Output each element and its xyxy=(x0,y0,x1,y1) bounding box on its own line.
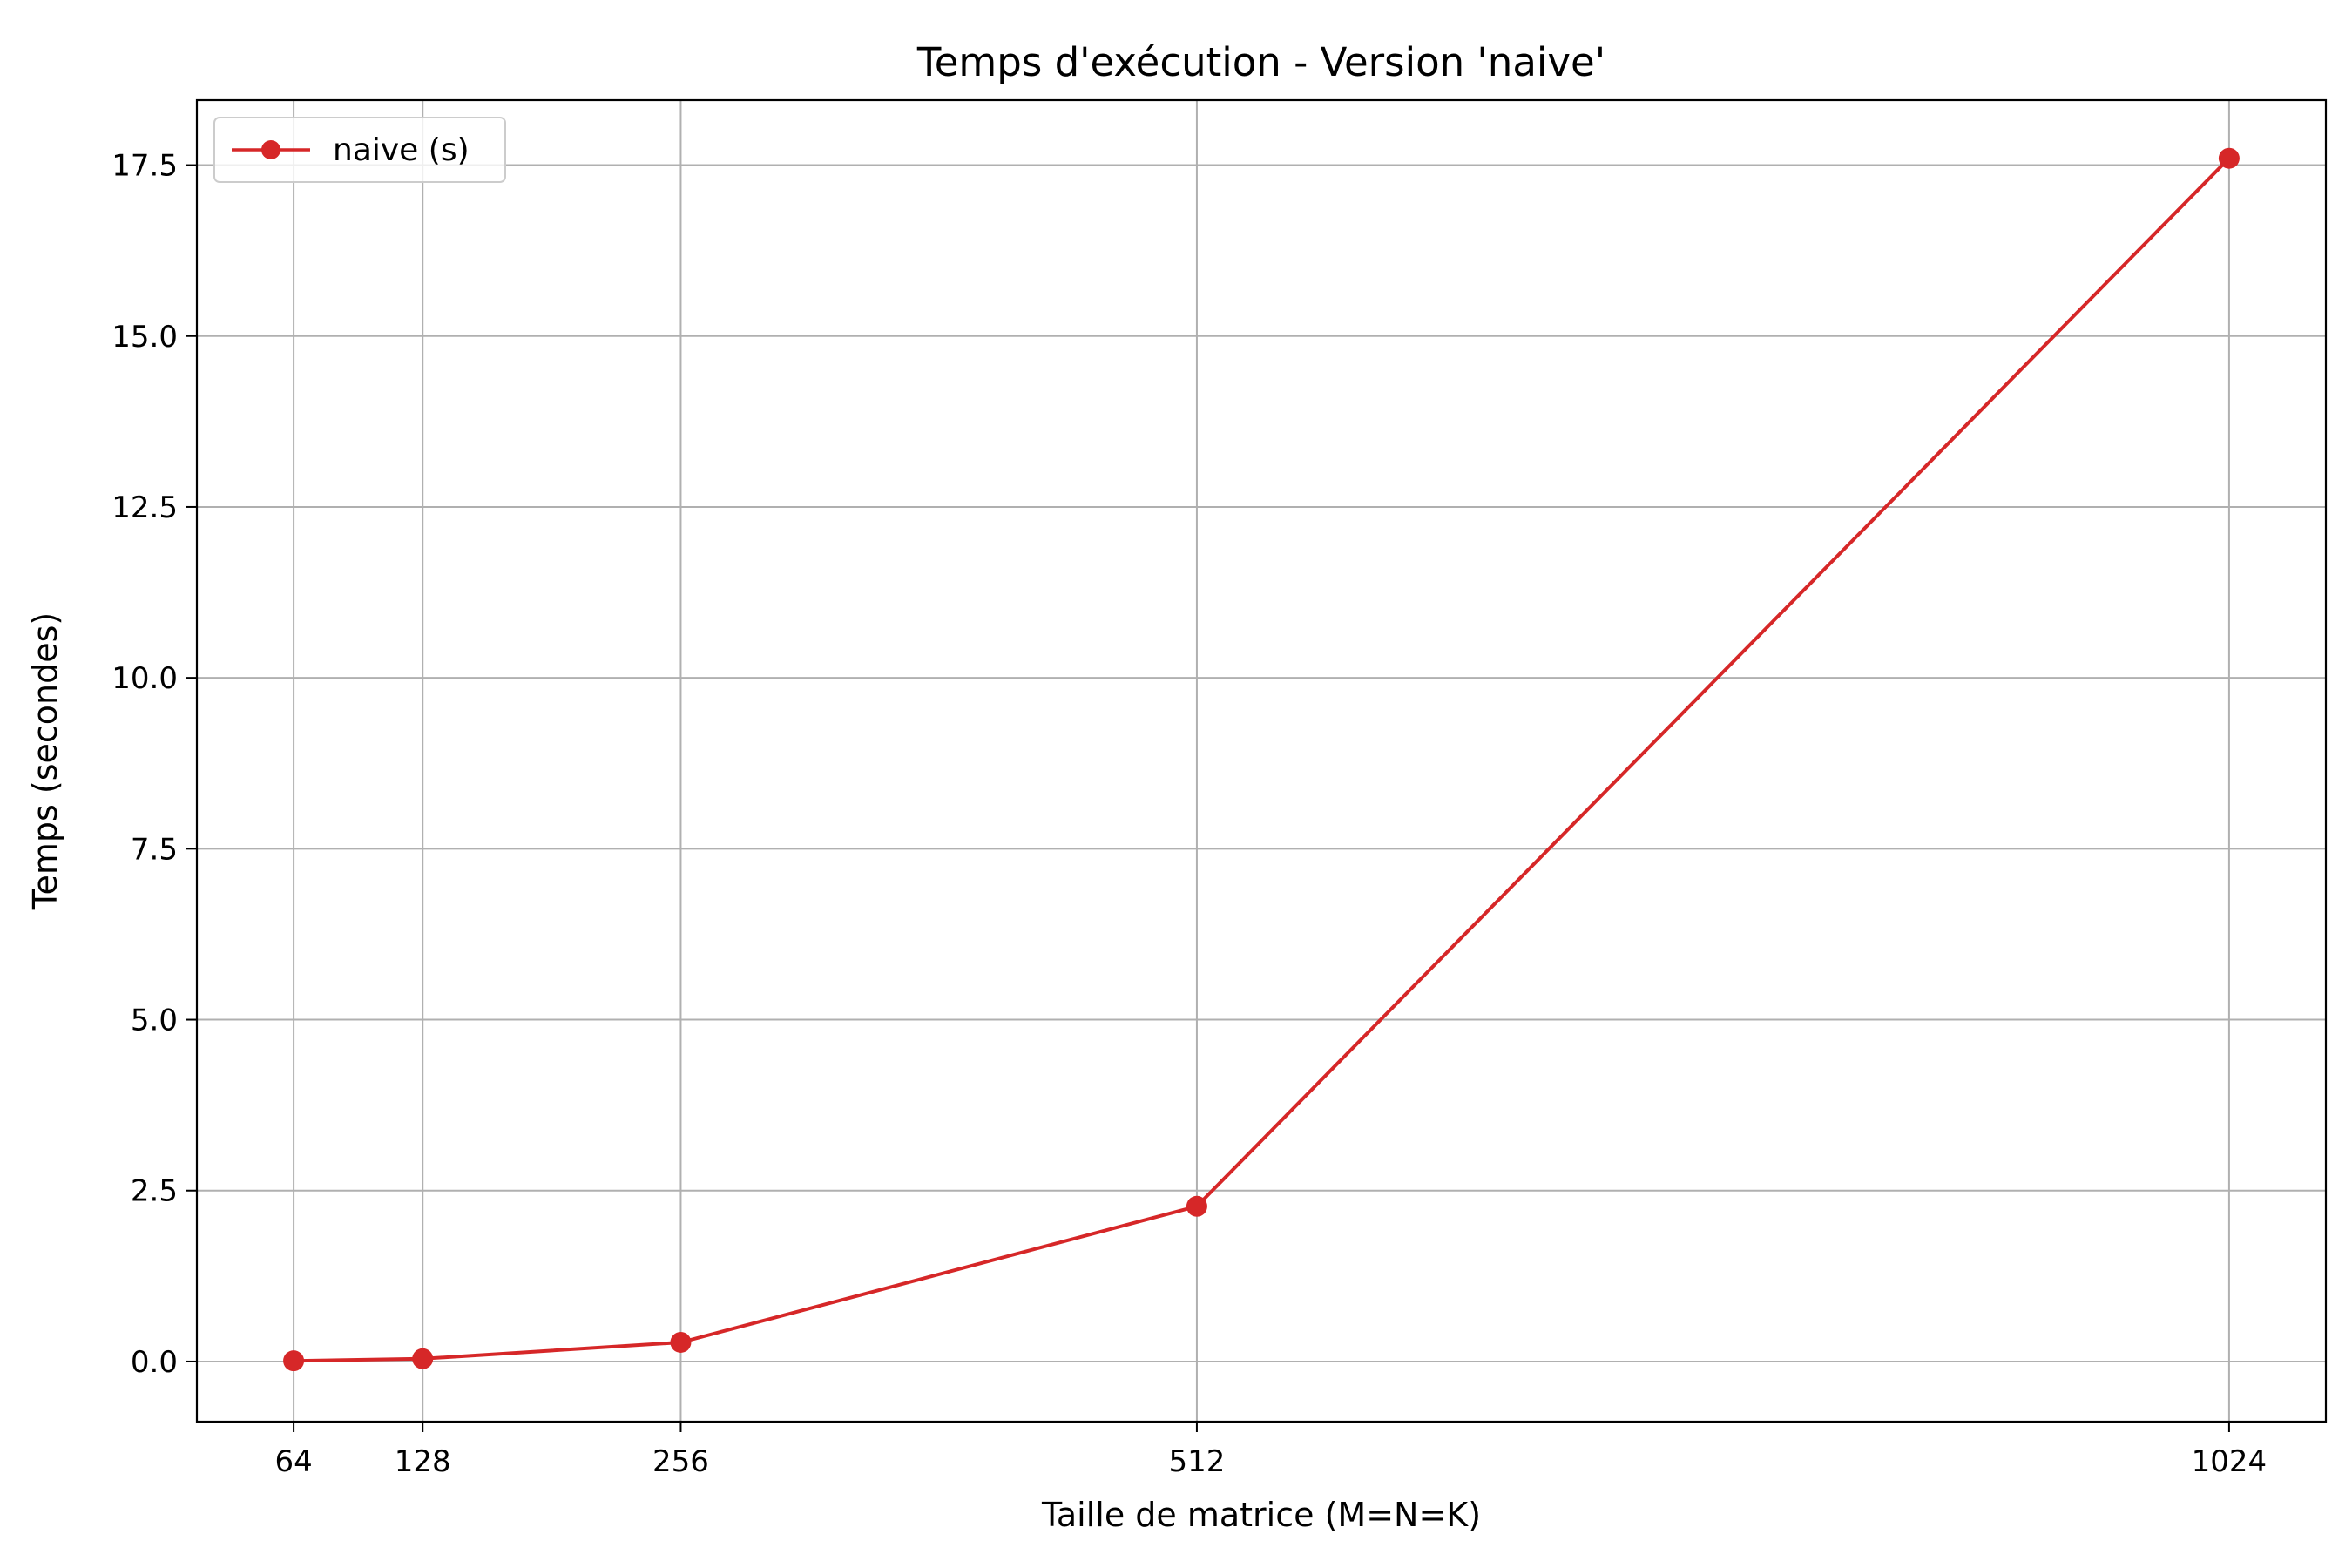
data-point xyxy=(670,1331,692,1353)
data-point xyxy=(1186,1195,1207,1217)
x-tick-label: 128 xyxy=(395,1444,451,1479)
grid-lines xyxy=(197,100,2326,1422)
y-tick-label: 5.0 xyxy=(131,1004,178,1038)
y-tick-label: 15.0 xyxy=(112,320,178,355)
y-tick-label: 12.5 xyxy=(112,490,178,525)
x-tick-label: 256 xyxy=(652,1444,709,1479)
data-point xyxy=(2218,147,2240,169)
legend-box xyxy=(213,117,506,183)
legend: naive (s) xyxy=(213,117,506,183)
y-tick-label: 2.5 xyxy=(131,1174,178,1209)
data-point xyxy=(283,1350,305,1372)
legend-label: naive (s) xyxy=(333,132,470,168)
data-point xyxy=(412,1348,434,1369)
y-tick-label: 0.0 xyxy=(131,1345,178,1380)
y-tick-label: 7.5 xyxy=(131,832,178,867)
x-tick-label: 512 xyxy=(1168,1444,1225,1479)
x-tick-label: 64 xyxy=(274,1444,312,1479)
legend-marker xyxy=(261,140,280,159)
chart-title: Temps d'exécution - Version 'naive' xyxy=(916,39,1605,85)
y-tick-label: 17.5 xyxy=(112,149,178,184)
y-tick-label: 10.0 xyxy=(112,661,178,696)
axis-ticks: 64 128 256 512 1024 0.0 2.5 5.0 7.5 10.0 12.5 15.0 1… xyxy=(112,149,2267,1479)
x-axis-label: Taille de matrice (M=N=K) xyxy=(1041,1496,1481,1534)
series-layer xyxy=(283,147,2240,1372)
plot-area-frame xyxy=(195,98,2328,1423)
x-tick-label: 1024 xyxy=(2192,1444,2268,1479)
y-axis-label: Temps (secondes) xyxy=(26,612,64,911)
